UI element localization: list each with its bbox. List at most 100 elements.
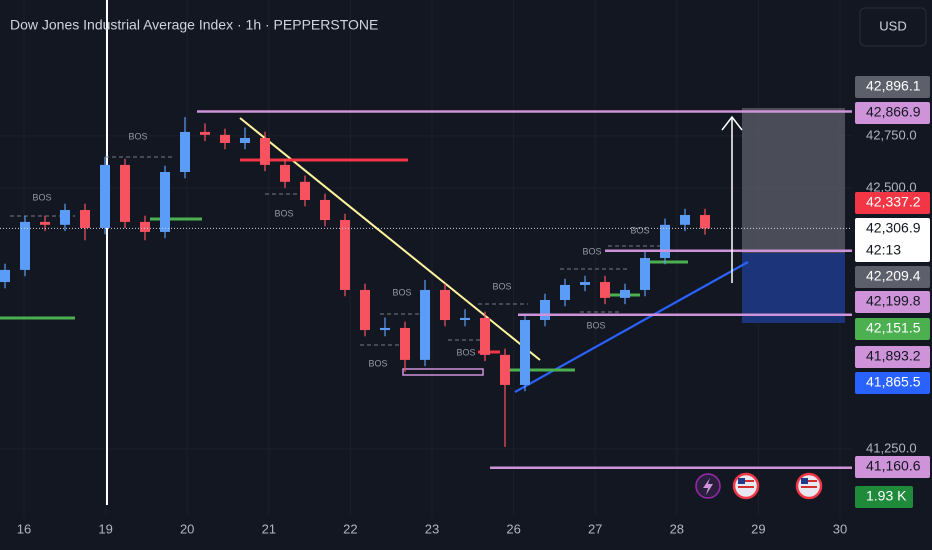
candle-body [300,181,310,200]
price-label: 42,866.9 [866,104,921,120]
candle-body [260,137,270,165]
bos-label: BOS [456,347,475,357]
currency-button[interactable] [859,7,927,47]
bos-label: BOS [582,246,601,256]
x-tick-label: 23 [425,521,439,536]
countdown: 42:13 [866,242,901,258]
x-tick-label: 30 [833,521,847,536]
flag-canton [801,478,808,484]
price-label: 42,199.8 [866,293,921,309]
candle-body [140,221,150,232]
candle-body [520,320,530,385]
bos-label: BOS [586,320,605,330]
x-tick-label: 22 [343,521,357,536]
x-tick-label: 20 [180,521,194,536]
candle-body [700,215,710,229]
candles [0,117,710,447]
chart-title: Dow Jones Industrial Average Index · 1h … [10,17,378,33]
lightning-icon [703,478,713,495]
candle-body [160,172,170,232]
flag-canton [738,478,745,484]
bos-label: BOS [392,287,411,297]
candle-body [660,224,670,259]
candle-body [120,164,130,222]
x-tick-label: 28 [670,521,684,536]
price-label: 42,151.5 [866,320,921,336]
price-label: 42,896.1 [866,78,921,94]
bos-label: BOS [492,281,511,291]
candle-body [580,282,590,285]
bos-label: BOS [274,208,293,218]
candle-body [640,258,650,290]
candle-body [380,327,390,331]
price-label: 42,337.2 [866,194,921,210]
candle-body [360,289,370,331]
candle-body [500,354,510,385]
flag-stripe [801,486,817,488]
candle-body [560,284,570,300]
price-label-box [855,456,930,478]
price-label-box [855,218,930,262]
x-tick-label: 19 [98,521,112,536]
candle-body [320,199,330,221]
candle-body [240,137,250,143]
volume-label: 1.93 K [866,488,907,504]
candle-body [220,134,230,143]
price-label: 42,306.9 [866,220,921,236]
overlay: BOS BOS BOS BOS BOS BOS BOS BOS BOS BOS [0,110,852,469]
volume-label-box [855,486,913,508]
candle-body [620,289,630,298]
candle-body [420,289,430,360]
candle-body [180,131,190,173]
candle-body [20,221,30,270]
bos-label: BOS [32,192,51,202]
price-label-box [855,192,930,214]
price-label: 41,160.6 [866,458,921,474]
price-label-box [855,346,930,368]
price-label-box [855,372,930,394]
candle-body [0,269,10,283]
bos-lines [10,156,660,346]
candle-body [340,220,350,290]
x-tick-label: 16 [17,521,31,536]
price-label-box [855,266,930,288]
currency-label: USD [879,18,906,33]
candle-body [680,215,690,225]
x-tick-label: 21 [262,521,276,536]
flag-stripe [738,486,754,488]
price-label-box [855,318,930,340]
candle-body [600,282,610,298]
y-tick-label: 41,250.0 [866,440,917,455]
candle-body [80,210,90,228]
candle-body [40,221,50,225]
x-tick-label: 29 [751,521,765,536]
bos-label: BOS [630,225,649,235]
price-label: 41,893.2 [866,348,921,364]
candle-body [100,164,110,228]
flag-stripe [738,480,754,482]
x-tick-label: 27 [588,521,602,536]
bos-label: BOS [368,358,387,368]
candle-body [60,210,70,225]
candle-body [540,299,550,321]
stop-zone [742,253,845,323]
target-arrow-head [721,115,743,131]
candle-body [440,289,450,321]
price-label-box [855,102,930,124]
price-label: 42,209.4 [866,268,921,284]
y-tick-label: 42,500.0 [866,180,917,195]
candle-body [460,317,470,321]
bos-label: BOS [128,131,147,141]
candle-body [480,317,490,355]
price-axis: 16 19 20 21 22 23 26 27 28 29 30 42,750.0 42,500.0 41… [17,76,930,536]
x-tick-label: 26 [506,521,520,536]
y-tick-label: 42,750.0 [866,127,917,142]
zone-box [402,368,484,376]
price-label-box [855,291,930,313]
candle-body [280,164,290,182]
price-label-box [855,76,930,98]
candle-body [400,327,410,360]
candle-body [200,131,210,135]
